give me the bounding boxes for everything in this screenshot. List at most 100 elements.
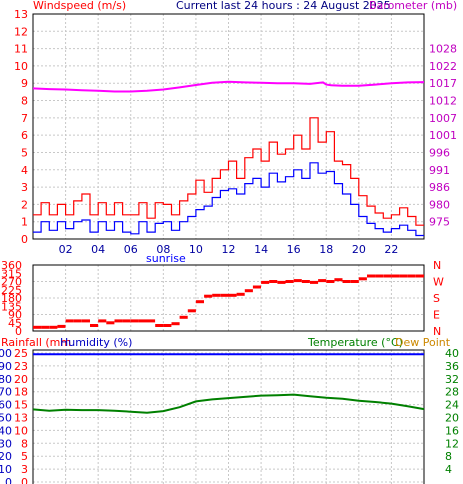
windspeed-tick-label: 2 <box>21 198 28 211</box>
wind-direction-point <box>252 285 261 289</box>
wind-direction-point <box>415 274 424 278</box>
wind-direction-point <box>220 293 229 297</box>
humidity-panel-series <box>32 353 425 414</box>
hour-tick-label: 08 <box>156 243 170 256</box>
barometer-tick-label: 991 <box>429 164 450 177</box>
wind-direction-point <box>106 321 115 325</box>
wind-direction-point <box>269 280 278 283</box>
temperature-tick-label: 24 <box>445 399 459 412</box>
wind-direction-point <box>342 280 351 283</box>
temperature-tick-label: 4 <box>445 463 452 476</box>
temperature-line <box>32 393 425 414</box>
hour-tick-label: 20 <box>352 243 366 256</box>
hour-tick-label: 14 <box>254 243 268 256</box>
windspeed-tick-label: 12 <box>14 25 28 38</box>
barometer-tick-label: 975 <box>429 216 450 229</box>
rainfall-tick-label: 18 <box>14 386 28 399</box>
hour-tick-label: 10 <box>189 243 203 256</box>
temperature-tick-label: 28 <box>445 386 459 399</box>
wind-panel-grid <box>33 13 424 240</box>
direction-degree-label: 135 <box>1 300 22 313</box>
humidity-axis-title: Humidity (%) <box>60 336 132 349</box>
barometer-tick-label: 1007 <box>429 112 457 125</box>
wind-direction-point <box>244 289 253 293</box>
windspeed-tick-label: 9 <box>21 77 28 90</box>
direction-degree-label: 90 <box>8 309 22 322</box>
temperature-tick-label: 36 <box>445 360 459 373</box>
hour-tick-label: 22 <box>384 243 398 256</box>
humidity-panel-axes: 0010320530840105013601570188020902310025… <box>0 347 459 484</box>
rainfall-tick-label: 20 <box>14 373 28 386</box>
wind-direction-point <box>212 293 221 297</box>
barometer-tick-label: 996 <box>429 146 450 159</box>
wind-direction-point <box>41 325 50 329</box>
windspeed-tick-label: 4 <box>21 164 28 177</box>
windspeed-tick-label: 10 <box>14 60 28 73</box>
rainfall-tick-label: 25 <box>14 347 28 360</box>
wind-direction-point <box>171 322 180 326</box>
rainfall-tick-label: 5 <box>21 450 28 463</box>
wind-direction-point <box>147 319 156 323</box>
hour-tick-label: 12 <box>222 243 236 256</box>
wind-direction-point <box>81 319 90 323</box>
wind-direction-point <box>236 292 245 296</box>
wind-direction-point <box>187 309 196 313</box>
direction-panel-frame <box>32 264 425 332</box>
barometer-tick-label: 986 <box>429 181 450 194</box>
wind-direction-point <box>277 280 286 284</box>
rainfall-tick-label: 10 <box>14 424 28 437</box>
direction-degree-label: 360 <box>1 259 22 272</box>
rainfall-tick-label: 8 <box>21 437 28 450</box>
barometer-tick-label: 1022 <box>429 60 457 73</box>
temperature-tick-label: 40 <box>445 347 459 360</box>
wind-gust-line <box>33 117 424 226</box>
humidity-tick-label: 70 <box>0 386 12 399</box>
humidity-tick-label: 60 <box>0 399 12 412</box>
wind-direction-point <box>383 274 392 278</box>
wind-direction-point <box>228 293 237 297</box>
wind-direction-point <box>326 280 335 283</box>
barometer-tick-label: 980 <box>429 198 450 211</box>
wind-panel-frame <box>32 13 425 240</box>
wind-direction-point <box>204 294 213 298</box>
barometer-axis-title: Barometer (mb) <box>369 0 457 12</box>
direction-panel-series <box>33 274 424 329</box>
wind-direction-point <box>130 319 139 323</box>
wind-direction-point <box>350 280 359 283</box>
direction-panel-grid <box>33 264 424 332</box>
barometer-tick-label: 1017 <box>429 77 457 90</box>
direction-degree-label: 180 <box>1 292 22 305</box>
wind-direction-point <box>391 274 400 278</box>
humidity-tick-label: 100 <box>0 347 12 360</box>
wind-direction-point <box>33 325 42 329</box>
windspeed-tick-label: 8 <box>21 95 28 108</box>
rainfall-tick-label: 3 <box>21 463 28 476</box>
humidity-tick-label: 30 <box>0 437 12 450</box>
direction-degree-label: 225 <box>1 284 22 297</box>
windspeed-axis-title: Windspeed (m/s) <box>33 0 126 12</box>
wind-direction-point <box>57 324 66 328</box>
wind-direction-point <box>367 274 376 278</box>
rainfall-tick-label: 0 <box>21 476 28 484</box>
humidity-tick-label: 50 <box>0 412 12 425</box>
wind-direction-point <box>122 319 131 323</box>
sunrise-label: sunrise <box>146 252 186 265</box>
windspeed-tick-label: 0 <box>21 233 28 246</box>
humidity-tick-label: 80 <box>0 373 12 386</box>
wind-direction-point <box>310 280 319 284</box>
wind-direction-point <box>73 319 82 323</box>
compass-label: N <box>433 259 441 272</box>
wind-direction-point <box>399 274 408 278</box>
barometer-line <box>32 80 425 93</box>
windspeed-tick-label: 1 <box>21 216 28 229</box>
humidity-tick-label: 0 <box>5 476 12 484</box>
wind-direction-point <box>138 319 147 323</box>
wind-direction-point <box>293 279 302 283</box>
wind-panel-axes: 0123456789101112139759809869919961001100… <box>14 8 457 256</box>
rainfall-tick-label: 23 <box>14 360 28 373</box>
direction-degree-label: 315 <box>1 267 22 280</box>
humidity-tick-label: 20 <box>0 450 12 463</box>
hour-tick-label: 16 <box>287 243 301 256</box>
